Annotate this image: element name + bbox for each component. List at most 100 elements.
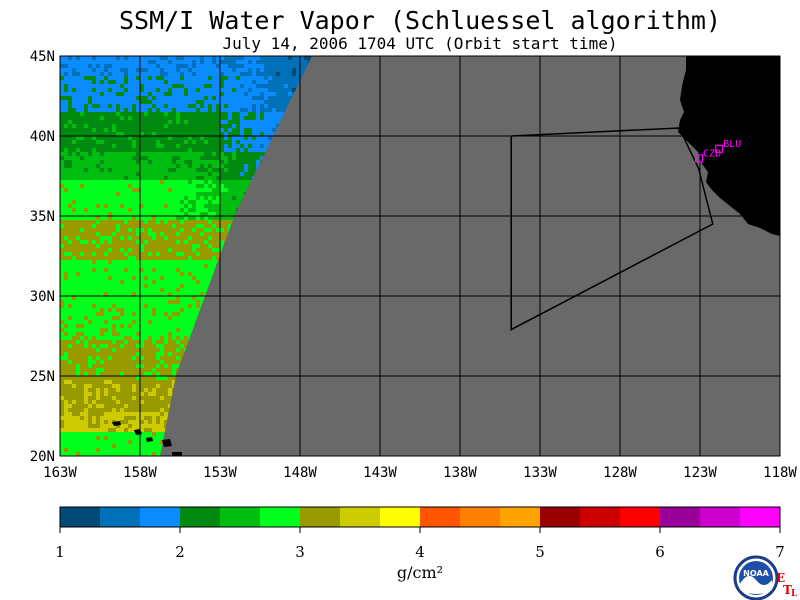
swath-cell xyxy=(292,56,304,60)
swath-cell xyxy=(96,388,100,392)
swath-cell xyxy=(252,144,260,148)
swath-cell xyxy=(212,228,216,232)
swath-cell xyxy=(104,240,108,244)
swath-cell xyxy=(72,204,96,208)
swath-cell xyxy=(168,300,180,304)
swath-cell xyxy=(88,396,96,400)
swath-cell xyxy=(220,104,224,108)
swath-cell xyxy=(204,224,212,228)
swath-cell xyxy=(196,72,220,76)
swath-cell xyxy=(208,168,212,172)
swath-cell xyxy=(100,220,124,224)
swath-cell xyxy=(96,56,116,60)
swath-cell xyxy=(160,440,164,444)
swath-cell xyxy=(60,356,68,360)
swath-cell xyxy=(176,296,180,300)
swath-cell xyxy=(64,188,68,192)
swath-cell xyxy=(156,312,164,316)
swath-cell xyxy=(212,196,216,200)
swath-cell xyxy=(176,164,180,168)
swath-cell xyxy=(80,236,100,240)
swath-cell xyxy=(80,156,84,160)
swath-cell xyxy=(196,300,200,304)
swath-cell xyxy=(60,228,80,232)
swath-cell xyxy=(128,220,144,224)
swath-cell xyxy=(164,336,168,340)
swath-cell xyxy=(232,196,236,200)
swath-cell xyxy=(148,388,152,392)
swath-cell xyxy=(116,444,184,448)
swath-cell xyxy=(256,60,308,64)
swath-cell xyxy=(92,336,96,340)
swath-cell xyxy=(88,64,92,68)
swath-cell xyxy=(156,88,160,92)
swath-cell xyxy=(224,132,228,136)
swath-cell xyxy=(92,416,96,420)
swath-cell xyxy=(160,252,176,256)
swath-cell xyxy=(112,384,120,388)
swath-cell xyxy=(136,384,156,388)
swath-cell xyxy=(240,128,244,132)
swath-cell xyxy=(140,400,144,404)
swath-cell xyxy=(180,344,184,348)
swath-cell xyxy=(200,60,204,64)
swath-cell xyxy=(92,96,136,100)
swath-cell xyxy=(276,92,288,96)
swath-cell xyxy=(112,328,116,332)
swath-cell xyxy=(100,64,104,68)
swath-cell xyxy=(152,336,160,340)
swath-cell xyxy=(204,204,256,208)
swath-cell xyxy=(88,96,92,100)
swath-cell xyxy=(128,176,164,180)
swath-cell xyxy=(240,148,244,152)
swath-cell xyxy=(84,168,88,172)
swath-cell xyxy=(92,88,96,92)
swath-cell xyxy=(212,168,224,172)
swath-cell xyxy=(204,100,264,104)
swath-cell xyxy=(112,396,116,400)
swath-cell xyxy=(60,344,68,348)
swath-cell xyxy=(240,144,244,148)
swath-cell xyxy=(252,104,256,108)
swath-cell xyxy=(228,104,252,108)
swath-cell xyxy=(172,136,188,140)
swath-cell xyxy=(224,164,244,168)
colorbar-bin xyxy=(420,507,460,527)
swath-cell xyxy=(172,336,176,340)
swath-cell xyxy=(188,240,204,244)
swath-cell xyxy=(124,372,144,376)
swath-cell xyxy=(244,92,248,96)
swath-cell xyxy=(228,144,232,148)
swath-cell xyxy=(88,356,92,360)
swath-cell xyxy=(276,108,292,112)
etl-logo-letter-t: T xyxy=(783,583,792,597)
swath-cell xyxy=(192,304,196,308)
swath-cell xyxy=(180,200,184,204)
swath-cell xyxy=(140,356,144,360)
swath-cell xyxy=(84,336,88,340)
swath-cell xyxy=(180,164,188,168)
swath-cell xyxy=(236,60,248,64)
swath-cell xyxy=(60,260,92,264)
swath-cell xyxy=(68,204,72,208)
swath-cell xyxy=(120,388,132,392)
swath-cell xyxy=(264,132,280,136)
swath-cell xyxy=(144,244,192,248)
swath-cell xyxy=(72,72,80,76)
swath-cell xyxy=(140,244,144,248)
swath-cell xyxy=(88,372,96,376)
swath-cell xyxy=(184,336,188,340)
colorbar-bin xyxy=(300,507,340,527)
swath-cell xyxy=(136,332,140,336)
swath-cell xyxy=(248,108,252,112)
swath-cell xyxy=(108,168,112,172)
swath-cell xyxy=(116,80,124,84)
swath-cell xyxy=(80,56,92,60)
swath-cell xyxy=(84,252,92,256)
swath-cell xyxy=(88,208,128,212)
swath-cell xyxy=(172,292,200,296)
swath-cell xyxy=(180,156,200,160)
swath-cell xyxy=(108,428,116,432)
swath-cell xyxy=(124,92,148,96)
swath-cell xyxy=(212,200,220,204)
